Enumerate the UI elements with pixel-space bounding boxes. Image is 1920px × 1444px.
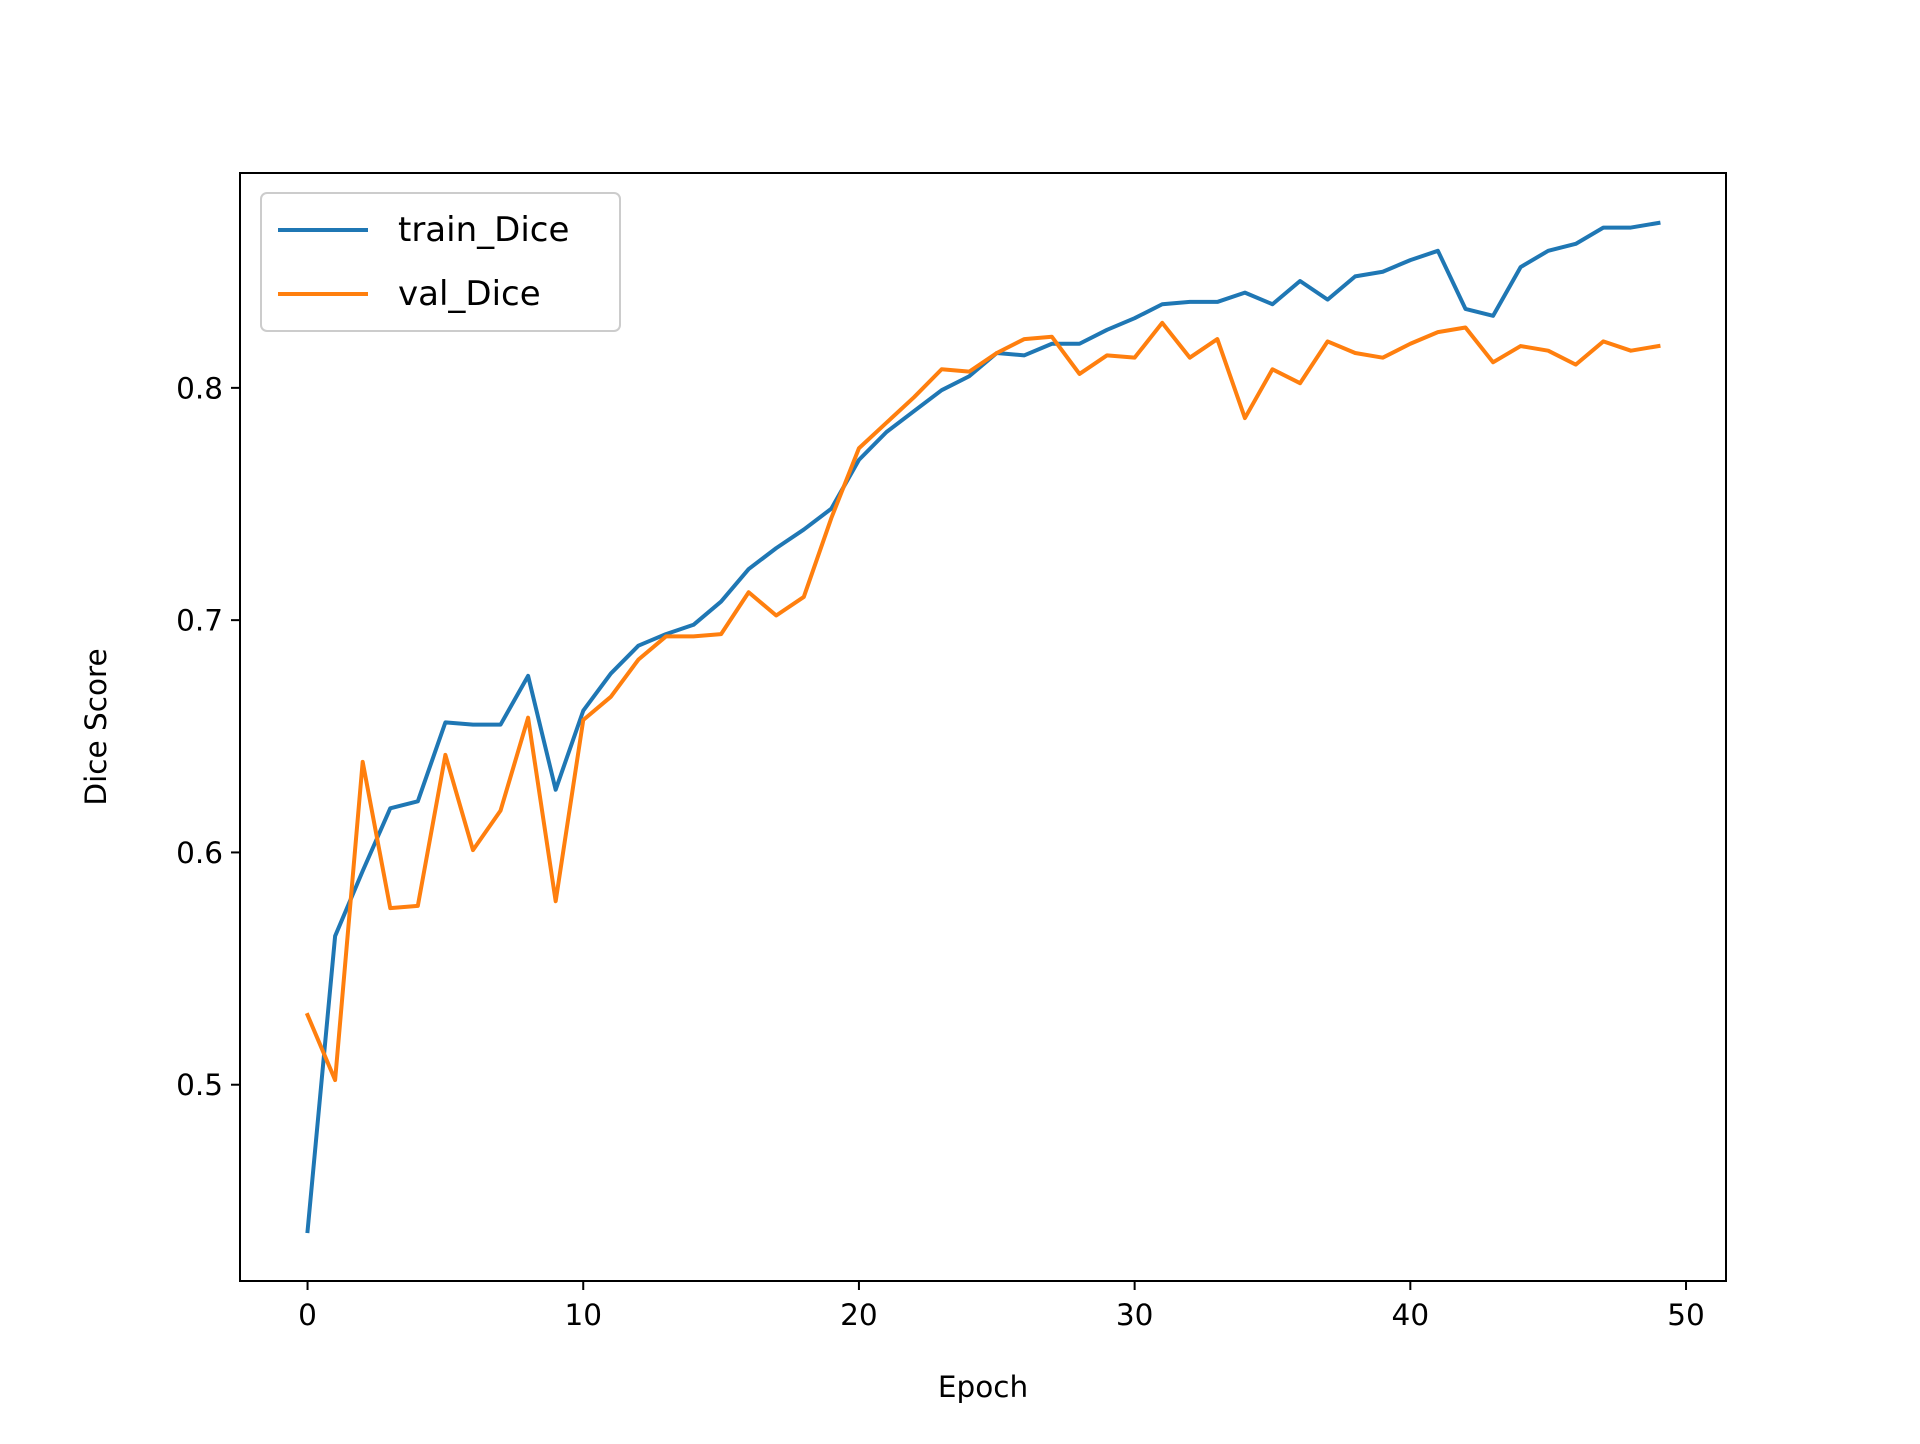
x-tick-label: 20 <box>840 1298 878 1332</box>
x-tick-label: 30 <box>1116 1298 1154 1332</box>
x-tick-label: 0 <box>298 1298 317 1332</box>
y-tick-label: 0.8 <box>176 371 223 405</box>
x-axis-label: Epoch <box>938 1370 1028 1404</box>
x-tick-label: 50 <box>1667 1298 1705 1332</box>
y-tick-label: 0.6 <box>176 836 223 870</box>
x-tick-label: 10 <box>564 1298 602 1332</box>
y-tick-label: 0.7 <box>176 604 223 638</box>
y-tick-label: 0.5 <box>176 1068 223 1102</box>
x-tick-label: 40 <box>1392 1298 1430 1332</box>
legend: train_Dice val_Dice <box>261 193 620 331</box>
legend-label-val-dice: val_Dice <box>398 274 541 314</box>
y-axis-label: Dice Score <box>79 648 113 805</box>
legend-label-train-dice: train_Dice <box>398 210 569 250</box>
